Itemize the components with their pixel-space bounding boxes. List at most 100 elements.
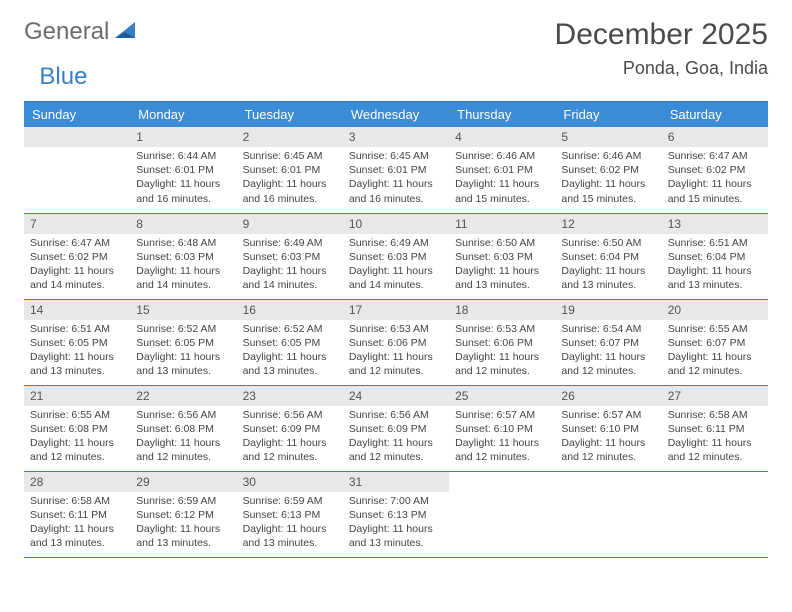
day-number: 28: [24, 472, 130, 492]
sunrise-line: Sunrise: 6:59 AM: [243, 494, 337, 508]
sunrise-line: Sunrise: 6:49 AM: [349, 236, 443, 250]
day-info: Sunrise: 6:55 AMSunset: 6:08 PMDaylight:…: [24, 406, 130, 469]
day-info: Sunrise: 6:46 AMSunset: 6:02 PMDaylight:…: [555, 147, 661, 210]
day-info: Sunrise: 6:54 AMSunset: 6:07 PMDaylight:…: [555, 320, 661, 383]
day-number: 3: [343, 127, 449, 147]
day-number: 10: [343, 214, 449, 234]
daylight-line: Daylight: 11 hours and 13 minutes.: [243, 350, 337, 378]
daylight-line: Daylight: 11 hours and 14 minutes.: [243, 264, 337, 292]
day-number: 5: [555, 127, 661, 147]
day-number: 9: [237, 214, 343, 234]
sunset-line: Sunset: 6:06 PM: [349, 336, 443, 350]
daylight-line: Daylight: 11 hours and 13 minutes.: [668, 264, 762, 292]
calendar-day-cell: 24Sunrise: 6:56 AMSunset: 6:09 PMDayligh…: [343, 385, 449, 471]
day-info: Sunrise: 6:57 AMSunset: 6:10 PMDaylight:…: [555, 406, 661, 469]
sunset-line: Sunset: 6:08 PM: [136, 422, 230, 436]
sunset-line: Sunset: 6:08 PM: [30, 422, 124, 436]
day-info: Sunrise: 6:56 AMSunset: 6:08 PMDaylight:…: [130, 406, 236, 469]
daylight-line: Daylight: 11 hours and 13 minutes.: [243, 522, 337, 550]
daylight-line: Daylight: 11 hours and 13 minutes.: [30, 522, 124, 550]
daylight-line: Daylight: 11 hours and 14 minutes.: [30, 264, 124, 292]
day-info: Sunrise: 6:46 AMSunset: 6:01 PMDaylight:…: [449, 147, 555, 210]
daylight-line: Daylight: 11 hours and 16 minutes.: [136, 177, 230, 205]
sunrise-line: Sunrise: 6:46 AM: [561, 149, 655, 163]
sunset-line: Sunset: 6:10 PM: [561, 422, 655, 436]
sunset-line: Sunset: 6:13 PM: [349, 508, 443, 522]
sunset-line: Sunset: 6:07 PM: [561, 336, 655, 350]
sunset-line: Sunset: 6:09 PM: [243, 422, 337, 436]
day-info: Sunrise: 6:55 AMSunset: 6:07 PMDaylight:…: [662, 320, 768, 383]
sunrise-line: Sunrise: 6:56 AM: [349, 408, 443, 422]
calendar-day-cell: 16Sunrise: 6:52 AMSunset: 6:05 PMDayligh…: [237, 299, 343, 385]
calendar-day-cell: 28 Sunrise: 6:58 AMSunset: 6:11 PMDayligh…: [24, 471, 130, 557]
day-number: 24: [343, 386, 449, 406]
daylight-line: Daylight: 11 hours and 16 minutes.: [243, 177, 337, 205]
day-number: 30: [237, 472, 343, 492]
daylight-line: Daylight: 11 hours and 15 minutes.: [561, 177, 655, 205]
day-header: Saturday: [662, 102, 768, 127]
calendar-empty-cell: [24, 127, 130, 213]
sunrise-line: Sunrise: 6:48 AM: [136, 236, 230, 250]
day-info: Sunrise: 6:47 AMSunset: 6:02 PMDaylight:…: [662, 147, 768, 210]
sunset-line: Sunset: 6:10 PM: [455, 422, 549, 436]
sunset-line: Sunset: 6:01 PM: [136, 163, 230, 177]
daylight-line: Daylight: 11 hours and 12 minutes.: [243, 436, 337, 464]
calendar-day-cell: 31Sunrise: 7:00 AMSunset: 6:13 PMDayligh…: [343, 471, 449, 557]
logo-sail-icon: [115, 20, 141, 45]
sunrise-line: Sunrise: 6:58 AM: [668, 408, 762, 422]
daylight-line: Daylight: 11 hours and 12 minutes.: [455, 350, 549, 378]
calendar-table: SundayMondayTuesdayWednesdayThursdayFrid…: [24, 102, 768, 558]
sunrise-line: Sunrise: 6:56 AM: [136, 408, 230, 422]
sunrise-line: Sunrise: 6:52 AM: [136, 322, 230, 336]
daylight-line: Daylight: 11 hours and 15 minutes.: [455, 177, 549, 205]
logo-text-blue: Blue: [39, 63, 87, 91]
sunrise-line: Sunrise: 7:00 AM: [349, 494, 443, 508]
day-info: Sunrise: 6:45 AMSunset: 6:01 PMDaylight:…: [343, 147, 449, 210]
calendar-week-row: 14Sunrise: 6:51 AMSunset: 6:05 PMDayligh…: [24, 299, 768, 385]
day-number: 13: [662, 214, 768, 234]
day-number: 20: [662, 300, 768, 320]
day-info: Sunrise: 6:50 AMSunset: 6:03 PMDaylight:…: [449, 234, 555, 297]
calendar-day-cell: 30Sunrise: 6:59 AMSunset: 6:13 PMDayligh…: [237, 471, 343, 557]
calendar-day-cell: 10Sunrise: 6:49 AMSunset: 6:03 PMDayligh…: [343, 213, 449, 299]
day-number-empty: [24, 127, 130, 147]
day-number: 25: [449, 386, 555, 406]
calendar-body: 1Sunrise: 6:44 AMSunset: 6:01 PMDaylight…: [24, 127, 768, 557]
daylight-line: Daylight: 11 hours and 12 minutes.: [561, 350, 655, 378]
day-header: Wednesday: [343, 102, 449, 127]
calendar-empty-cell: [449, 471, 555, 557]
sunrise-line: Sunrise: 6:55 AM: [668, 322, 762, 336]
sunrise-line: Sunrise: 6:55 AM: [30, 408, 124, 422]
sunset-line: Sunset: 6:11 PM: [30, 508, 124, 522]
sunset-line: Sunset: 6:03 PM: [136, 250, 230, 264]
calendar-day-cell: 18Sunrise: 6:53 AMSunset: 6:06 PMDayligh…: [449, 299, 555, 385]
sunset-line: Sunset: 6:07 PM: [668, 336, 762, 350]
day-number: 26: [555, 386, 661, 406]
day-number: 14: [24, 300, 130, 320]
day-info: Sunrise: 6:58 AMSunset: 6:11 PMDaylight:…: [662, 406, 768, 469]
sunset-line: Sunset: 6:03 PM: [455, 250, 549, 264]
day-info: Sunrise: 6:53 AMSunset: 6:06 PMDaylight:…: [343, 320, 449, 383]
day-info: Sunrise: 6:57 AMSunset: 6:10 PMDaylight:…: [449, 406, 555, 469]
day-number: 31: [343, 472, 449, 492]
day-number: 8: [130, 214, 236, 234]
daylight-line: Daylight: 11 hours and 12 minutes.: [668, 350, 762, 378]
sunset-line: Sunset: 6:04 PM: [668, 250, 762, 264]
sunset-line: Sunset: 6:04 PM: [561, 250, 655, 264]
day-header: Monday: [130, 102, 236, 127]
sunrise-line: Sunrise: 6:52 AM: [243, 322, 337, 336]
calendar-day-cell: 19Sunrise: 6:54 AMSunset: 6:07 PMDayligh…: [555, 299, 661, 385]
calendar-day-cell: 8Sunrise: 6:48 AMSunset: 6:03 PMDaylight…: [130, 213, 236, 299]
day-number: 1: [130, 127, 236, 147]
sunset-line: Sunset: 6:05 PM: [136, 336, 230, 350]
sunset-line: Sunset: 6:03 PM: [349, 250, 443, 264]
calendar-day-cell: 21Sunrise: 6:55 AMSunset: 6:08 PMDayligh…: [24, 385, 130, 471]
sunrise-line: Sunrise: 6:58 AM: [30, 494, 124, 508]
calendar-day-cell: 17Sunrise: 6:53 AMSunset: 6:06 PMDayligh…: [343, 299, 449, 385]
calendar-empty-cell: [555, 471, 661, 557]
day-info: Sunrise: 6:49 AMSunset: 6:03 PMDaylight:…: [237, 234, 343, 297]
day-header: Thursday: [449, 102, 555, 127]
sunrise-line: Sunrise: 6:59 AM: [136, 494, 230, 508]
day-info: Sunrise: 6:51 AMSunset: 6:05 PMDaylight:…: [24, 320, 130, 383]
day-number: 6: [662, 127, 768, 147]
